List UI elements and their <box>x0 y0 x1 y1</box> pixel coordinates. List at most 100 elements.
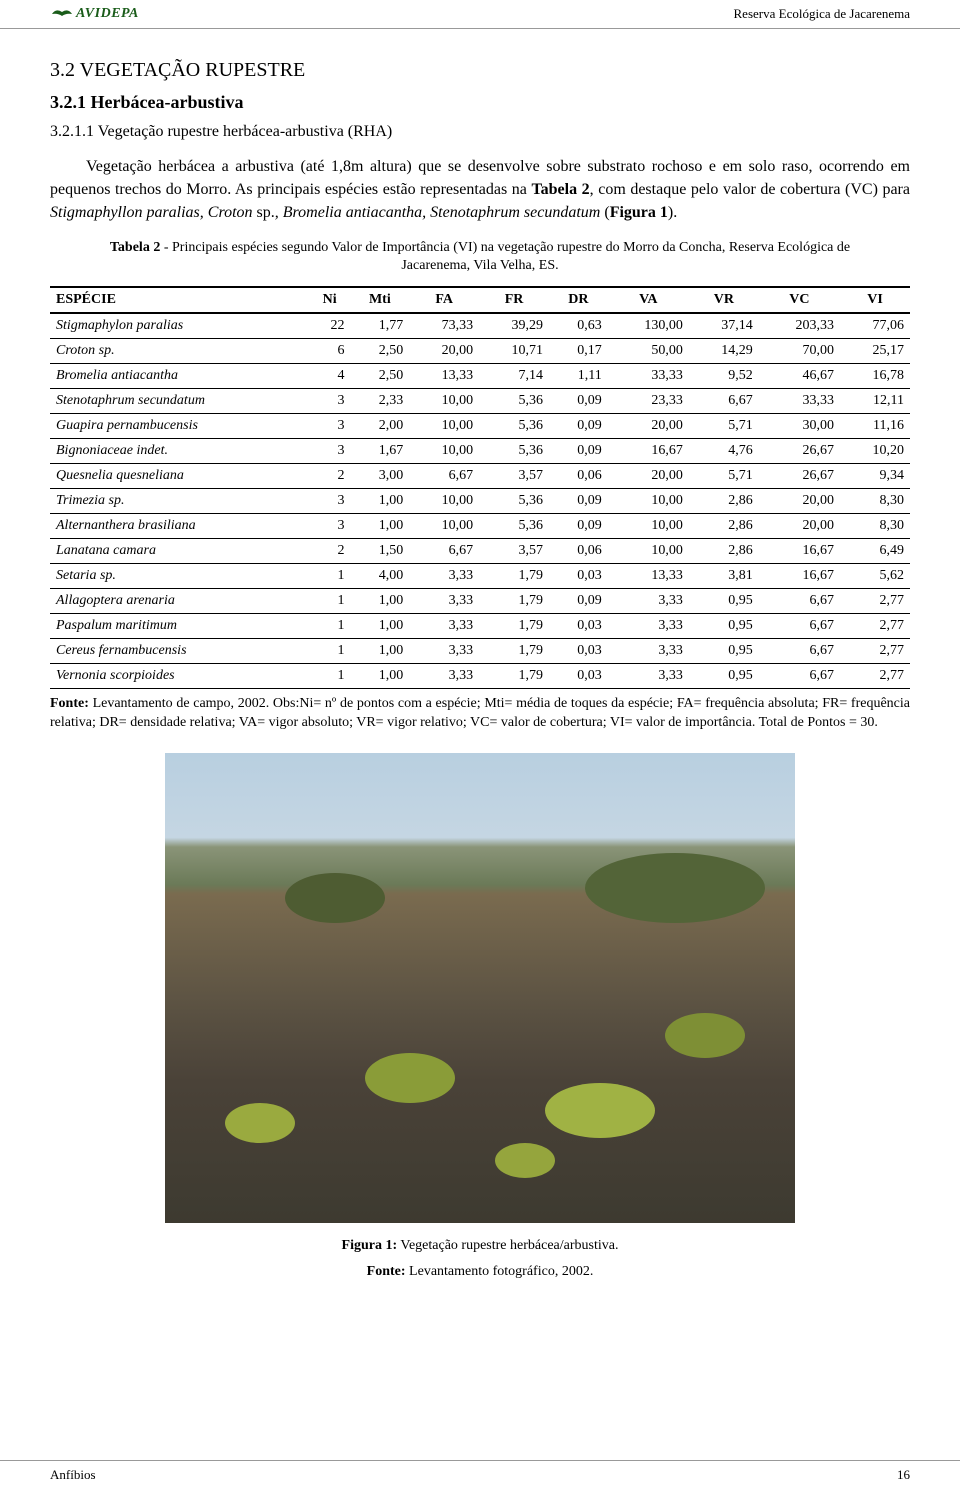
cell-value: 1,77 <box>351 313 410 339</box>
cell-value: 3 <box>309 414 351 439</box>
cell-value: 6,67 <box>759 614 840 639</box>
cell-value: 0,95 <box>689 614 759 639</box>
cell-value: 5,36 <box>479 514 549 539</box>
cell-value: 1,79 <box>479 564 549 589</box>
cell-value: 3,33 <box>608 614 689 639</box>
table-caption: Tabela 2 - Principais espécies segundo V… <box>90 239 870 277</box>
table-row: Allagoptera arenaria11,003,331,790,093,3… <box>50 589 910 614</box>
cell-value: 0,06 <box>549 539 608 564</box>
cell-value: 0,03 <box>549 639 608 664</box>
table-footer-label: Fonte: <box>50 696 89 711</box>
cell-value: 33,33 <box>608 364 689 389</box>
p1-text-g: ( <box>600 204 609 221</box>
cell-value: 16,78 <box>840 364 910 389</box>
table-row: Cereus fernambucensis11,003,331,790,033,… <box>50 639 910 664</box>
cell-value: 16,67 <box>759 539 840 564</box>
cell-value: 4,00 <box>351 564 410 589</box>
species-name: Stenotaphrum secundatum <box>50 389 309 414</box>
cell-value: 1,79 <box>479 614 549 639</box>
species-name: Bromelia antiacantha <box>50 364 309 389</box>
cell-value: 3,33 <box>409 664 479 689</box>
cell-value: 2,50 <box>351 339 410 364</box>
species-name: Guapira pernambucensis <box>50 414 309 439</box>
cell-value: 10,00 <box>409 389 479 414</box>
cell-value: 10,20 <box>840 439 910 464</box>
cell-value: 3,33 <box>608 664 689 689</box>
cell-value: 5,62 <box>840 564 910 589</box>
species-name: Trimezia sp. <box>50 489 309 514</box>
p1-text-c: , com destaque pelo valor de cobertura (… <box>590 181 910 198</box>
cell-value: 0,03 <box>549 664 608 689</box>
cell-value: 73,33 <box>409 313 479 339</box>
cell-value: 20,00 <box>608 414 689 439</box>
cell-value: 2,33 <box>351 389 410 414</box>
cell-value: 2,86 <box>689 489 759 514</box>
cell-value: 2 <box>309 464 351 489</box>
cell-value: 3 <box>309 489 351 514</box>
p1-species-1: Stigmaphyllon paralias, Croton <box>50 204 257 221</box>
cell-value: 1 <box>309 614 351 639</box>
col-vc: VC <box>759 287 840 313</box>
vegetation-patch <box>545 1083 655 1138</box>
table-row: Setaria sp.14,003,331,790,0313,333,8116,… <box>50 564 910 589</box>
cell-value: 7,14 <box>479 364 549 389</box>
cell-value: 2,77 <box>840 589 910 614</box>
cell-value: 130,00 <box>608 313 689 339</box>
logo: AVIDEPA <box>50 6 139 22</box>
cell-value: 5,36 <box>479 489 549 514</box>
cell-value: 3,57 <box>479 539 549 564</box>
species-name: Quesnelia quesneliana <box>50 464 309 489</box>
cell-value: 3,81 <box>689 564 759 589</box>
vegetation-patch <box>225 1103 295 1143</box>
cell-value: 8,30 <box>840 489 910 514</box>
cell-value: 0,09 <box>549 489 608 514</box>
cell-value: 0,95 <box>689 639 759 664</box>
table-row: Stenotaphrum secundatum32,3310,005,360,0… <box>50 389 910 414</box>
table-row: Trimezia sp.31,0010,005,360,0910,002,862… <box>50 489 910 514</box>
cell-value: 1,00 <box>351 664 410 689</box>
section-title: 3.2 VEGETAÇÃO RUPESTRE <box>50 59 910 82</box>
species-name: Stigmaphylon paralias <box>50 313 309 339</box>
cell-value: 3,33 <box>409 639 479 664</box>
col-vi: VI <box>840 287 910 313</box>
table-caption-label: Tabela 2 <box>110 240 160 255</box>
cell-value: 13,33 <box>409 364 479 389</box>
cell-value: 33,33 <box>759 389 840 414</box>
species-name: Allagoptera arenaria <box>50 589 309 614</box>
cell-value: 0,09 <box>549 439 608 464</box>
vegetation-patch <box>285 873 385 923</box>
col-fa: FA <box>409 287 479 313</box>
table-row: Stigmaphylon paralias221,7773,3339,290,6… <box>50 313 910 339</box>
cell-value: 3 <box>309 514 351 539</box>
cell-value: 3,33 <box>409 564 479 589</box>
cell-value: 8,30 <box>840 514 910 539</box>
table-footer-text: Levantamento de campo, 2002. Obs:Ni= nº … <box>50 696 910 730</box>
cell-value: 6,67 <box>759 589 840 614</box>
col-mti: Mti <box>351 287 410 313</box>
cell-value: 26,67 <box>759 439 840 464</box>
col-fr: FR <box>479 287 549 313</box>
cell-value: 1,00 <box>351 614 410 639</box>
cell-value: 0,95 <box>689 589 759 614</box>
cell-value: 13,33 <box>608 564 689 589</box>
cell-value: 37,14 <box>689 313 759 339</box>
cell-value: 10,00 <box>608 489 689 514</box>
cell-value: 11,16 <box>840 414 910 439</box>
table-row: Vernonia scorpioides11,003,331,790,033,3… <box>50 664 910 689</box>
fig-text: Vegetação rupestre herbácea/arbustiva. <box>397 1238 618 1253</box>
cell-value: 4,76 <box>689 439 759 464</box>
fig-label: Figura 1: <box>342 1238 398 1253</box>
species-name: Cereus fernambucensis <box>50 639 309 664</box>
footer-page-number: 16 <box>897 1467 910 1483</box>
species-table: ESPÉCIENiMtiFAFRDRVAVRVCVI Stigmaphylon … <box>50 286 910 689</box>
cell-value: 10,71 <box>479 339 549 364</box>
cell-value: 1,00 <box>351 489 410 514</box>
figure-1: Figura 1: Vegetação rupestre herbácea/ar… <box>50 753 910 1280</box>
cell-value: 2,86 <box>689 539 759 564</box>
table-row: Guapira pernambucensis32,0010,005,360,09… <box>50 414 910 439</box>
species-name: Paspalum maritimum <box>50 614 309 639</box>
table-row: Lanatana camara21,506,673,570,0610,002,8… <box>50 539 910 564</box>
cell-value: 3,57 <box>479 464 549 489</box>
paragraph-1: Vegetação herbácea a arbustiva (até 1,8m… <box>50 155 910 225</box>
cell-value: 1,79 <box>479 639 549 664</box>
